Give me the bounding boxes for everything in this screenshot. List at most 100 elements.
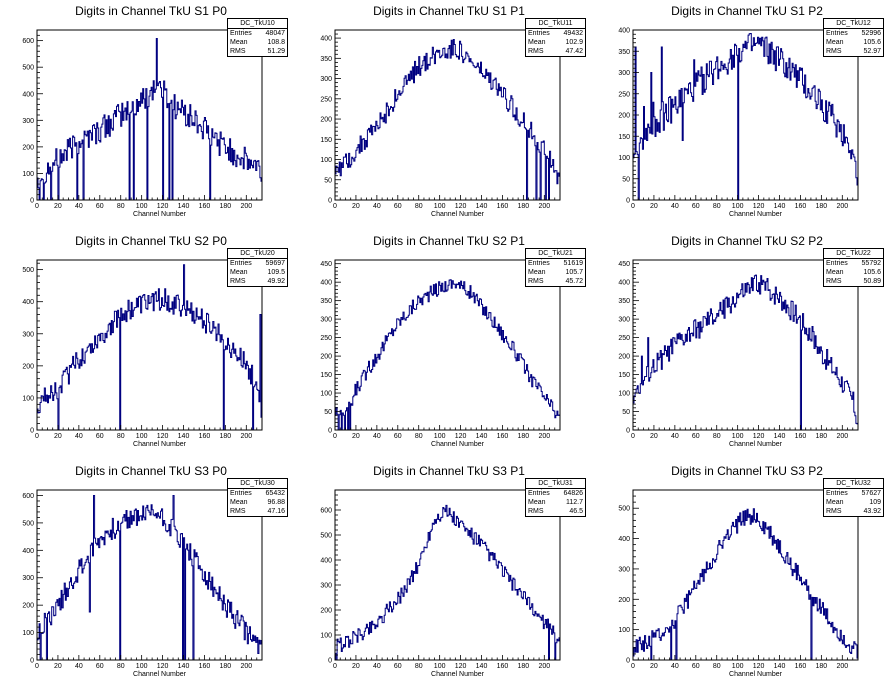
x-axis-title: Channel Number (133, 211, 187, 218)
plot-frame (36, 489, 263, 661)
stats-label: Mean (528, 269, 546, 276)
stats-row-entries: Entries 51619 (526, 259, 585, 268)
histogram-plot: 0 20 40 60 80 100 120 140 160 180 200 0 50 100 150 200 2… (320, 29, 561, 218)
stats-row-mean: Mean 112.7 (526, 498, 585, 507)
x-tick-label: 0 (35, 433, 39, 440)
stats-row-rms: RMS 50.89 (824, 277, 883, 286)
x-tick-label: 60 (96, 433, 104, 440)
x-tick-label: 40 (671, 433, 679, 440)
x-tick-label: 80 (117, 663, 125, 670)
histogram-panel: 0 20 40 60 80 100 120 140 160 180 200 0 50 100 150 200 2… (598, 0, 896, 230)
stats-label: Mean (826, 269, 844, 276)
x-tick-label: 40 (75, 433, 83, 440)
y-tick-label: 100 (618, 627, 630, 634)
histogram-series (36, 38, 263, 201)
stats-row-mean: Mean 105.6 (824, 268, 883, 277)
y-tick-label: 300 (22, 118, 34, 125)
y-tick-label: 500 (22, 520, 34, 527)
chart-title: Digits in Channel TkU S3 P0 (75, 464, 227, 478)
y-tick-label: 100 (320, 157, 332, 164)
y-tick-label: 200 (320, 354, 332, 361)
histogram-series (334, 279, 561, 431)
stats-value: 109 (869, 499, 881, 506)
stats-value: 43.92 (863, 508, 881, 515)
stats-row-entries: Entries 65432 (228, 489, 287, 498)
histogram-panel: 0 20 40 60 80 100 120 140 160 180 200 0 100 200 300 400… (598, 460, 896, 690)
y-tick-label: 0 (328, 428, 332, 435)
x-tick-label: 100 (732, 203, 744, 210)
stats-box: DC_TkU31 Entries 64826 Mean 112.7 RMS 46.5 (525, 478, 586, 517)
y-tick-label: 50 (622, 409, 630, 416)
x-tick-label: 100 (732, 433, 744, 440)
stats-value: 47.42 (565, 48, 583, 55)
stats-row-mean: Mean 105.6 (824, 38, 883, 47)
x-axis-title: Channel Number (133, 441, 187, 448)
histogram-panel: 0 20 40 60 80 100 120 140 160 180 200 0 100 200 300 400… (300, 460, 598, 690)
stats-histogram-name: DC_TkU21 (526, 249, 585, 259)
y-tick-label: 0 (30, 198, 34, 205)
stats-label: Entries (826, 30, 848, 37)
y-tick-label: 200 (618, 113, 630, 120)
stats-box: DC_TkU30 Entries 65432 Mean 96.88 RMS 47.16 (227, 478, 288, 517)
x-axis-title: Channel Number (431, 671, 485, 678)
stats-row-mean: Mean 109.5 (228, 268, 287, 277)
y-tick-label: 300 (618, 70, 630, 77)
stats-value: 59697 (265, 260, 285, 267)
y-tick-label: 0 (30, 428, 34, 435)
y-tick-label: 100 (618, 155, 630, 162)
y-tick-label: 300 (320, 583, 332, 590)
stats-value: 48047 (265, 30, 285, 37)
x-tick-label: 0 (631, 433, 635, 440)
stats-value: 51.29 (267, 48, 285, 55)
stats-value: 105.6 (863, 269, 881, 276)
histogram-plot: 0 20 40 60 80 100 120 140 160 180 200 0 50 100 150 200 2… (320, 259, 561, 448)
stats-label: Mean (528, 499, 546, 506)
histogram-panel: 0 20 40 60 80 100 120 140 160 180 200 0 100 200 300 400… (2, 0, 300, 230)
y-tick-label: 250 (320, 335, 332, 342)
y-tick-label: 250 (618, 335, 630, 342)
x-tick-label: 120 (753, 203, 765, 210)
x-tick-label: 80 (713, 203, 721, 210)
stats-value: 49.92 (267, 278, 285, 285)
y-tick-label: 400 (22, 299, 34, 306)
x-tick-label: 60 (394, 203, 402, 210)
x-tick-label: 80 (713, 433, 721, 440)
x-tick-label: 0 (35, 663, 39, 670)
stats-value: 108.8 (267, 39, 285, 46)
stats-value: 96.88 (267, 499, 285, 506)
x-tick-label: 20 (54, 433, 62, 440)
stats-label: Entries (826, 490, 848, 497)
x-axis-title: Channel Number (729, 211, 783, 218)
stats-histogram-name: DC_TkU20 (228, 249, 287, 259)
x-tick-label: 0 (333, 663, 337, 670)
stats-label: RMS (826, 508, 842, 515)
x-tick-label: 40 (75, 203, 83, 210)
stats-row-entries: Entries 49432 (526, 29, 585, 38)
y-tick-label: 150 (618, 134, 630, 141)
y-tick-label: 600 (22, 493, 34, 500)
stats-label: Mean (230, 499, 248, 506)
stats-value: 45.72 (565, 278, 583, 285)
stats-label: Entries (230, 260, 252, 267)
stats-label: RMS (528, 508, 544, 515)
x-tick-label: 120 (455, 203, 467, 210)
x-tick-label: 120 (455, 663, 467, 670)
stats-row-entries: Entries 57627 (824, 489, 883, 498)
y-tick-label: 600 (320, 508, 332, 515)
x-tick-label: 100 (434, 663, 446, 670)
x-tick-label: 40 (671, 663, 679, 670)
x-tick-label: 200 (836, 433, 848, 440)
stats-row-rms: RMS 45.72 (526, 277, 585, 286)
stats-label: RMS (528, 48, 544, 55)
x-tick-label: 80 (415, 663, 423, 670)
y-tick-label: 100 (22, 395, 34, 402)
x-tick-label: 140 (178, 433, 190, 440)
y-tick-label: 400 (320, 36, 332, 43)
x-tick-label: 180 (816, 433, 828, 440)
stats-value: 102.9 (565, 39, 583, 46)
stats-value: 50.89 (863, 278, 881, 285)
x-tick-label: 200 (836, 663, 848, 670)
y-tick-label: 250 (618, 91, 630, 98)
x-tick-label: 180 (816, 203, 828, 210)
stats-value: 105.7 (565, 269, 583, 276)
